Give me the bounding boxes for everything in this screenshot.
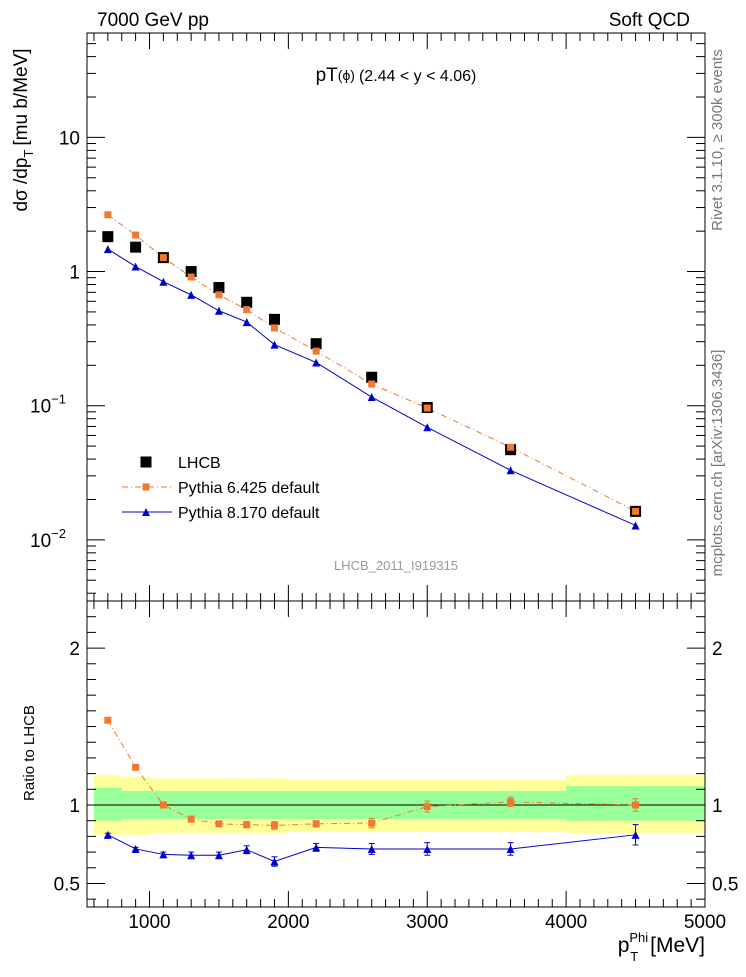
legend-entry-label: LHCB (178, 455, 221, 472)
pythia8-ratio-point (187, 851, 196, 860)
pythia8-ratio-point (631, 830, 640, 839)
pythia8-ratio-point (159, 850, 168, 859)
x-tick-label: 5000 (684, 912, 726, 933)
pythia6-main-point (104, 211, 112, 219)
x-tick-label: 4000 (545, 912, 587, 933)
pythia6-ratio-point (632, 801, 640, 809)
pythia6-ratio-point (187, 815, 195, 823)
pythia8-main-point (187, 290, 196, 299)
ratio-y-tick-label-right: 1 (712, 796, 723, 817)
pythia8-main-point (214, 306, 223, 315)
lhcb-data-point (130, 241, 142, 253)
analysis-id-label: LHCB_2011_I919315 (334, 558, 458, 573)
pythia8-main-point (270, 340, 279, 349)
pythia8-ratio-point (312, 843, 321, 852)
main-y-tick-label: 1 (69, 263, 80, 284)
pythia6-main-point (507, 443, 515, 451)
ratio-y-tick-label-left: 0.5 (54, 874, 80, 895)
pythia8-ratio-point (270, 857, 279, 866)
pythia6-ratio-point (215, 820, 223, 828)
pythia6-ratio-point (312, 820, 320, 828)
pythia6-ratio-line (107, 720, 636, 826)
rivet-version-label: Rivet 3.1.10, ≥ 300k events (709, 49, 726, 231)
legend-pythia8-marker (142, 508, 150, 516)
pythia8-main-point (506, 466, 515, 475)
x-tick-label: 3000 (406, 912, 448, 933)
pythia6-main-point (423, 404, 431, 412)
lhcb-data-point (241, 296, 253, 308)
plot-title: pT(ϕ) (2.44 < y < 4.06) (316, 65, 477, 86)
pythia6-main-line (107, 214, 636, 512)
pythia6-ratio-point (243, 821, 251, 829)
ratio-y-tick-label-right: 2 (712, 639, 723, 660)
pythia6-ratio-point (104, 716, 112, 724)
pythia8-main-line (107, 248, 636, 526)
pythia8-main-point (631, 521, 640, 530)
main-y-tick-label: 10−1 (30, 392, 66, 418)
ratio-y-axis-label: Ratio to LHCB (21, 705, 38, 801)
lhcb-data-point (102, 231, 114, 243)
mcplots-reference-label: mcplots.cern.ch [arXiv:1306.3436] (709, 350, 726, 577)
pythia6-main-point (368, 380, 376, 388)
pythia8-ratio-point (242, 845, 251, 854)
pythia6-ratio-point (507, 798, 515, 806)
header-category-label: Soft QCD (609, 10, 690, 31)
pythia6-main-point (632, 507, 640, 515)
pythia8-ratio-line (107, 834, 636, 863)
legend-pythia6-marker (142, 483, 150, 491)
pythia8-ratio-point (214, 851, 223, 860)
lhcb-data-point (268, 313, 280, 325)
lhcb-data-point (366, 371, 378, 383)
pythia6-main-point (132, 231, 140, 239)
x-tick-label: 1000 (128, 912, 170, 933)
x-tick-label: 2000 (267, 912, 309, 933)
pythia6-main-point (243, 306, 251, 314)
main-y-tick-label: 10 (59, 128, 80, 149)
legend-entry-label: Pythia 6.425 default (178, 480, 320, 497)
pythia6-main-point (159, 254, 167, 262)
pythia8-main-point (159, 277, 168, 286)
pythia8-ratio-point (131, 844, 140, 853)
ratio-y-tick-label-left: 2 (69, 639, 80, 660)
pythia6-main-point (187, 273, 195, 281)
pythia6-ratio-point (270, 821, 278, 829)
ratio-y-tick-label-left: 1 (69, 796, 80, 817)
pythia8-ratio-point (367, 844, 376, 853)
lhcb-data-point (310, 338, 322, 350)
lhcb-data-point (185, 266, 197, 278)
pythia6-main-point (312, 347, 320, 355)
pythia6-ratio-point (368, 819, 376, 827)
pythia8-ratio-point (423, 844, 432, 853)
pythia8-main-point (103, 245, 112, 254)
uncertainty-band-inner (93, 787, 122, 821)
x-axis-label: pPhi T [MeV] (618, 930, 705, 964)
plot-layer: 1000 2000 3000 4000 5000 10−2 10−1 1 10 0.5 0.5 1 1 2… (30, 32, 738, 933)
pythia6-ratio-point (159, 801, 167, 809)
pythia8-ratio-point (506, 844, 515, 853)
pythia6-ratio-point (132, 763, 140, 771)
pythia8-ratio-point (103, 830, 112, 839)
pythia8-main-point (312, 358, 321, 367)
pythia8-main-point (131, 262, 140, 271)
legend-entry-label: Pythia 8.170 default (178, 505, 320, 522)
pythia8-main-point (423, 423, 432, 432)
legend-lhcb-marker (140, 456, 152, 468)
lhcb-data-point (213, 282, 225, 294)
header-energy-label: 7000 GeV pp (97, 10, 209, 31)
main-y-axis-label: dσ /dpT[mu b/MeV] (11, 48, 36, 211)
pythia6-main-point (270, 324, 278, 332)
main-y-tick-label: 10−2 (30, 526, 66, 552)
ratio-y-tick-label-right: 0.5 (712, 874, 738, 895)
pythia8-main-point (367, 393, 376, 402)
pythia6-main-point (215, 291, 223, 299)
ratio-plot-frame (86, 600, 706, 908)
pythia6-ratio-point (423, 803, 431, 811)
pythia8-main-point (242, 318, 251, 327)
